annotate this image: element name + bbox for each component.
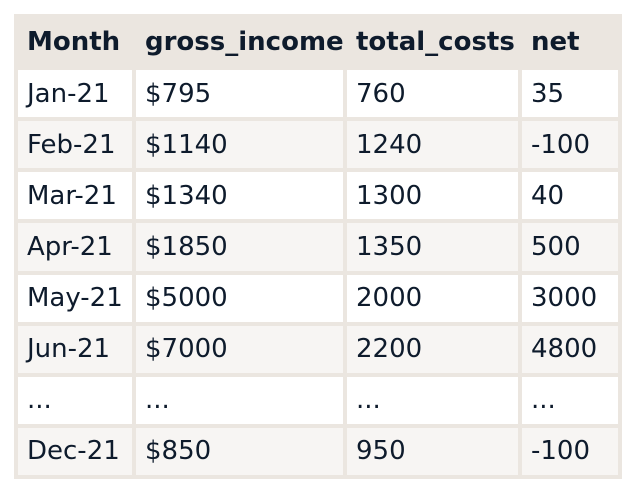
- cell-net: 40: [518, 168, 622, 224]
- cell-total-costs: 1300: [343, 168, 522, 224]
- data-table: Month gross_income total_costs net Jan-2…: [14, 14, 622, 480]
- cell-total-costs: 950: [343, 423, 522, 480]
- column-header-month: Month: [14, 14, 136, 70]
- cell-month: Mar-21: [14, 168, 136, 224]
- header-row: Month gross_income total_costs net: [14, 14, 622, 70]
- cell-month: Jun-21: [14, 321, 136, 377]
- cell-gross-income: $1140: [132, 117, 347, 173]
- cell-net: -100: [518, 423, 622, 480]
- cell-net: 3000: [518, 270, 622, 326]
- table-row: May-21 $5000 2000 3000: [14, 270, 622, 326]
- column-header-net: net: [518, 14, 622, 70]
- column-header-gross-income: gross_income: [132, 14, 347, 70]
- cell-net: 4800: [518, 321, 622, 377]
- cell-month: Apr-21: [14, 219, 136, 275]
- cell-gross-income: $5000: [132, 270, 347, 326]
- cell-gross-income: $795: [132, 65, 347, 122]
- column-header-total-costs: total_costs: [343, 14, 522, 70]
- table-row: Mar-21 $1340 1300 40: [14, 168, 622, 224]
- cell-total-costs: 1350: [343, 219, 522, 275]
- cell-gross-income: $850: [132, 423, 347, 480]
- cell-total-costs: 2200: [343, 321, 522, 377]
- cell-month: ...: [14, 372, 136, 428]
- table-row: Apr-21 $1850 1350 500: [14, 219, 622, 275]
- cell-net: 35: [518, 65, 622, 122]
- cell-total-costs: 1240: [343, 117, 522, 173]
- cell-gross-income: $7000: [132, 321, 347, 377]
- table-row: Jan-21 $795 760 35: [14, 65, 622, 122]
- table-row: Feb-21 $1140 1240 -100: [14, 117, 622, 173]
- table-container: Month gross_income total_costs net Jan-2…: [14, 14, 622, 480]
- cell-gross-income: $1340: [132, 168, 347, 224]
- cell-net: ...: [518, 372, 622, 428]
- cell-month: Dec-21: [14, 423, 136, 480]
- cell-month: Feb-21: [14, 117, 136, 173]
- cell-month: May-21: [14, 270, 136, 326]
- cell-net: -100: [518, 117, 622, 173]
- cell-total-costs: 2000: [343, 270, 522, 326]
- table-row: Jun-21 $7000 2200 4800: [14, 321, 622, 377]
- table-row-ellipsis: ... ... ... ...: [14, 372, 622, 428]
- table-row: Dec-21 $850 950 -100: [14, 423, 622, 480]
- cell-gross-income: $1850: [132, 219, 347, 275]
- cell-gross-income: ...: [132, 372, 347, 428]
- cell-total-costs: ...: [343, 372, 522, 428]
- cell-net: 500: [518, 219, 622, 275]
- cell-month: Jan-21: [14, 65, 136, 122]
- cell-total-costs: 760: [343, 65, 522, 122]
